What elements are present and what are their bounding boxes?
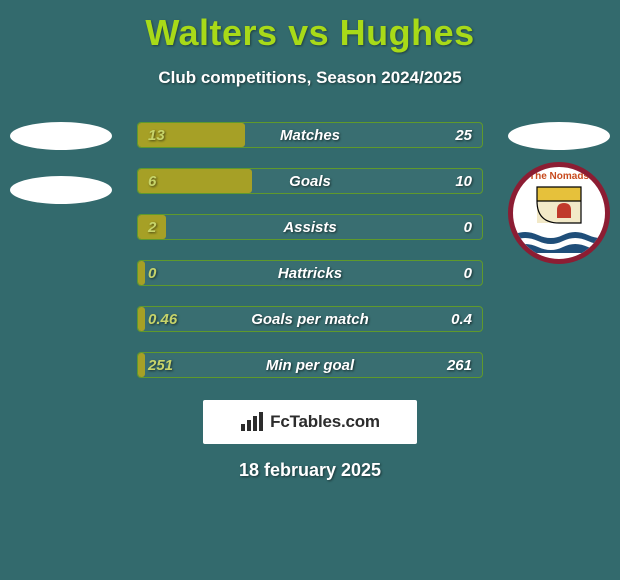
bar-row: 13Matches25: [137, 122, 483, 148]
subtitle: Club competitions, Season 2024/2025: [158, 68, 461, 88]
comparison-chart: The Nomads 13Matches256Goa: [0, 122, 620, 378]
bar-value-right: 0: [464, 261, 472, 285]
bar-row: 6Goals10: [137, 168, 483, 194]
comparison-infographic: Walters vs Hughes Club competitions, Sea…: [0, 0, 620, 580]
bar-row: 0.46Goals per match0.4: [137, 306, 483, 332]
bar-label: Assists: [138, 215, 482, 239]
bar-value-right: 10: [455, 169, 472, 193]
player-left-avatar-oval: [10, 122, 112, 150]
shield-icon: [531, 185, 587, 233]
player-left: [6, 122, 116, 204]
bar-value-right: 0: [464, 215, 472, 239]
bar-label: Matches: [138, 123, 482, 147]
date-text: 18 february 2025: [239, 460, 381, 481]
bar-row: 2Assists0: [137, 214, 483, 240]
club-badge-right: The Nomads: [508, 162, 610, 264]
waves-icon: [513, 229, 610, 253]
bar-label: Min per goal: [138, 353, 482, 377]
bar-rows: 13Matches256Goals102Assists00Hattricks00…: [137, 122, 483, 378]
brand-box: FcTables.com: [203, 400, 417, 444]
bar-row: 0Hattricks0: [137, 260, 483, 286]
bar-label: Goals per match: [138, 307, 482, 331]
club-badge-right-text: The Nomads: [513, 171, 605, 182]
brand-text: FcTables.com: [270, 412, 380, 432]
player-right: The Nomads: [504, 122, 614, 264]
club-badge-left: [10, 176, 112, 204]
bar-row: 251Min per goal261: [137, 352, 483, 378]
player-right-avatar-oval: [508, 122, 610, 150]
bar-label: Goals: [138, 169, 482, 193]
bar-value-right: 0.4: [451, 307, 472, 331]
bar-value-right: 25: [455, 123, 472, 147]
bars-icon: [240, 412, 264, 432]
page-title: Walters vs Hughes: [145, 12, 474, 54]
bar-label: Hattricks: [138, 261, 482, 285]
bar-value-right: 261: [447, 353, 472, 377]
